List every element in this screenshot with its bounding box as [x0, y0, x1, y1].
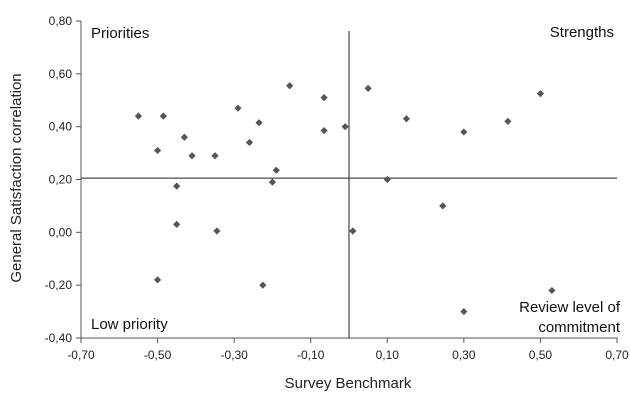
data-point [286, 82, 294, 90]
data-point [320, 94, 328, 102]
data-point [402, 115, 411, 123]
data-point [548, 286, 556, 295]
quadrant-label-bottom-left: Low priority [91, 316, 168, 333]
x-tick-label: -0,30 [220, 348, 248, 362]
data-point [349, 227, 357, 235]
data-point [159, 112, 167, 120]
x-axis-ticks: -0,70 -0,50 -0,30 -0,10 0,10 0,30 0,50 0,70 [67, 338, 629, 362]
quadrant-label-top-left: Priorities [91, 25, 149, 42]
data-point [341, 123, 349, 131]
quadrant-label-bottom-right-line1: Review level of [519, 299, 621, 316]
data-point [245, 138, 254, 147]
quadrant-label-top-right: Strengths [550, 24, 614, 41]
data-point [153, 146, 162, 155]
y-tick-label: 0,00 [49, 225, 73, 239]
y-tick-label: 0,20 [49, 173, 73, 187]
data-point [536, 90, 545, 98]
data-point [234, 104, 242, 112]
data-point [439, 202, 447, 210]
x-tick-label: -0,50 [144, 348, 172, 362]
x-axis-label: Survey Benchmark [285, 375, 412, 392]
x-tick-label: 0,30 [452, 348, 476, 362]
y-tick-label: -0,20 [45, 278, 73, 292]
y-axis-ticks: -0,40 -0,20 0,00 0,20 0,40 0,60 0,80 [45, 14, 81, 345]
data-point [173, 182, 181, 190]
data-point [268, 178, 277, 186]
data-point [153, 276, 162, 284]
data-point [134, 112, 143, 120]
y-tick-label: 0,60 [49, 67, 73, 81]
data-points [134, 82, 556, 316]
data-point [255, 119, 263, 127]
data-point [213, 227, 221, 235]
data-point [460, 128, 468, 136]
data-point [180, 133, 188, 141]
x-tick-label: 0,10 [376, 348, 400, 362]
data-point [460, 307, 468, 316]
data-point [272, 166, 280, 174]
y-tick-label: 0,40 [49, 120, 73, 134]
data-point [259, 281, 267, 289]
y-tick-label: -0,40 [45, 331, 73, 345]
y-tick-label: 0,80 [49, 14, 73, 28]
data-point [504, 117, 512, 125]
data-point [364, 84, 372, 92]
data-point [320, 127, 328, 135]
data-point [383, 175, 391, 184]
x-tick-label: -0,70 [67, 348, 95, 362]
data-point [211, 152, 219, 160]
y-axis-label: General Satisfaction correlation [8, 73, 25, 282]
x-tick-label: 0,50 [529, 348, 553, 362]
x-tick-label: -0,10 [297, 348, 325, 362]
quadrant-label-bottom-right-line2: commitment [538, 319, 621, 336]
data-point [173, 220, 181, 229]
data-point [188, 152, 196, 160]
x-tick-label: 0,70 [605, 348, 629, 362]
